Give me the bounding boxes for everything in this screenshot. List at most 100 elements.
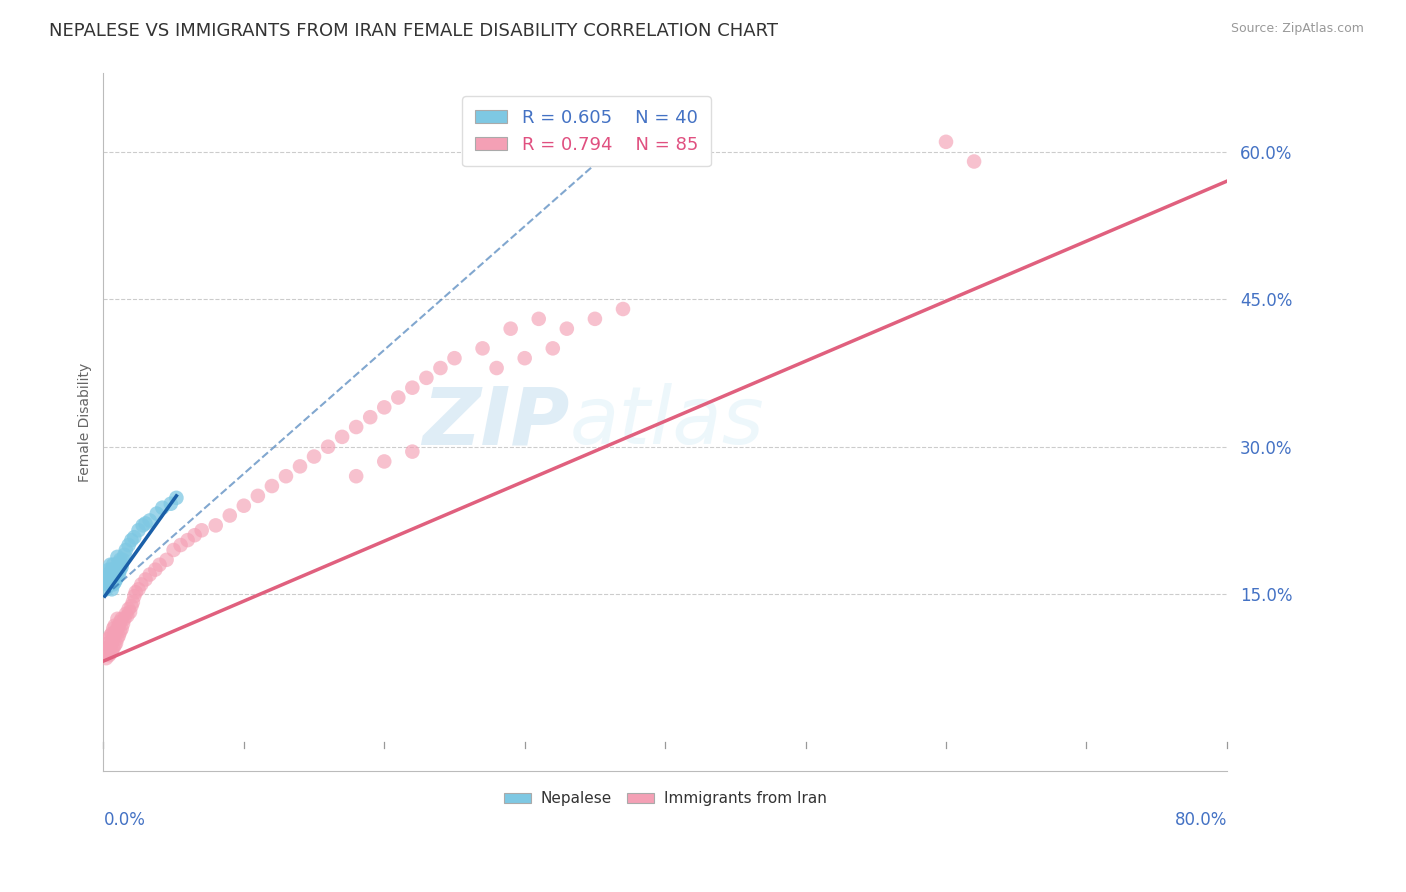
Point — [176, 533, 198, 548]
Point — [169, 538, 191, 552]
Point — [107, 549, 129, 564]
Point — [105, 573, 128, 587]
Point — [118, 538, 141, 552]
Point — [115, 543, 138, 558]
Point — [274, 469, 297, 483]
Point — [96, 582, 118, 597]
Point — [527, 311, 550, 326]
Point — [97, 644, 120, 658]
Point — [124, 530, 146, 544]
Point — [499, 321, 522, 335]
Point — [104, 575, 127, 590]
Point — [97, 577, 120, 591]
Text: 80.0%: 80.0% — [1174, 811, 1227, 829]
Point — [120, 605, 142, 619]
Text: atlas: atlas — [569, 383, 765, 461]
Point — [183, 528, 205, 542]
Point — [148, 558, 170, 572]
Point — [104, 566, 127, 580]
Point — [555, 321, 578, 335]
Point — [105, 636, 128, 650]
Point — [513, 351, 536, 366]
Point — [124, 589, 146, 603]
Point — [246, 489, 269, 503]
Point — [103, 558, 125, 572]
Point — [162, 543, 184, 558]
Point — [316, 440, 339, 454]
Point — [96, 641, 118, 656]
Point — [103, 641, 125, 656]
Point — [107, 622, 129, 636]
Point — [485, 361, 508, 376]
Text: Source: ZipAtlas.com: Source: ZipAtlas.com — [1230, 22, 1364, 36]
Point — [111, 622, 134, 636]
Point — [443, 351, 465, 366]
Point — [100, 577, 122, 591]
Point — [105, 563, 128, 577]
Point — [107, 569, 129, 583]
Point — [260, 479, 283, 493]
Text: 0.0%: 0.0% — [104, 811, 145, 829]
Point — [471, 342, 494, 356]
Point — [344, 420, 367, 434]
Point — [105, 624, 128, 639]
Point — [110, 615, 132, 629]
Point — [103, 577, 125, 591]
Point — [103, 632, 125, 646]
Point — [541, 342, 564, 356]
Point — [108, 628, 131, 642]
Point — [112, 553, 135, 567]
Point — [134, 516, 156, 531]
Point — [108, 618, 131, 632]
Point — [129, 577, 152, 591]
Point — [100, 646, 122, 660]
Point — [98, 648, 121, 663]
Point — [359, 410, 381, 425]
Point — [118, 602, 141, 616]
Point — [387, 391, 409, 405]
Point — [150, 500, 173, 515]
Point — [583, 311, 606, 326]
Point — [104, 628, 127, 642]
Point — [101, 626, 124, 640]
Point — [204, 518, 226, 533]
Point — [98, 641, 121, 656]
Point — [612, 301, 634, 316]
Point — [145, 507, 167, 521]
Point — [165, 491, 187, 505]
Point — [232, 499, 254, 513]
Text: NEPALESE VS IMMIGRANTS FROM IRAN FEMALE DISABILITY CORRELATION CHART: NEPALESE VS IMMIGRANTS FROM IRAN FEMALE … — [49, 22, 778, 40]
Point — [415, 371, 437, 385]
Point — [401, 381, 423, 395]
Point — [96, 651, 118, 665]
Point — [288, 459, 311, 474]
Point — [429, 361, 451, 376]
Point — [190, 524, 212, 538]
Point — [218, 508, 240, 523]
Point — [101, 644, 124, 658]
Point — [104, 638, 127, 652]
Point — [138, 513, 160, 527]
Point — [98, 573, 121, 587]
Point — [110, 563, 132, 577]
Point — [117, 608, 139, 623]
Point — [302, 450, 325, 464]
Point — [100, 567, 122, 582]
Point — [125, 585, 148, 599]
Point — [122, 595, 145, 609]
Point — [111, 612, 134, 626]
Point — [100, 638, 122, 652]
Point — [94, 646, 117, 660]
Point — [108, 567, 131, 582]
Point — [107, 632, 129, 646]
Point — [110, 624, 132, 639]
Point — [330, 430, 353, 444]
Point — [155, 553, 177, 567]
Point — [97, 636, 120, 650]
Point — [401, 444, 423, 458]
Point — [143, 563, 166, 577]
Legend: Nepalese, Immigrants from Iran: Nepalese, Immigrants from Iran — [498, 785, 832, 813]
Point — [111, 559, 134, 574]
Point — [108, 556, 131, 570]
Point — [127, 524, 149, 538]
